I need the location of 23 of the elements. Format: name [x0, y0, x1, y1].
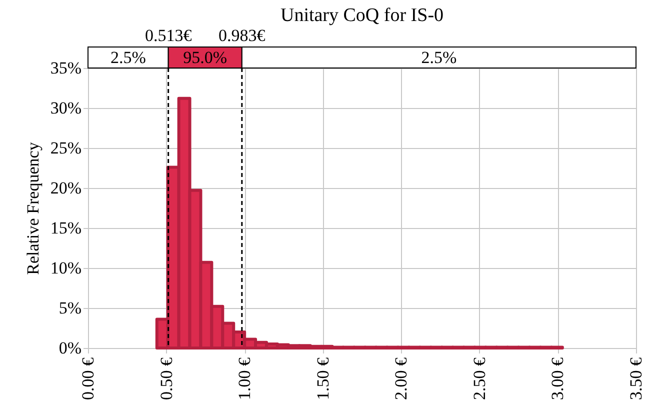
y-tick-label: 0% — [58, 338, 82, 358]
text: 2.5% — [421, 48, 457, 67]
y-tick-label: 30% — [50, 98, 82, 118]
ref-line-label: 0.983€ — [218, 26, 266, 45]
y-tick-label: 5% — [58, 298, 82, 318]
x-tick-label: 2.50 € — [470, 357, 489, 400]
x-tick-label: 1.00 € — [235, 357, 254, 400]
text: 95.0% — [183, 48, 228, 67]
y-tick-label: 15% — [50, 218, 82, 238]
y-axis-title: Relative Frequency — [23, 142, 42, 275]
x-tick-label: 0.50 € — [156, 357, 176, 400]
y-tick-label: 10% — [50, 258, 82, 278]
chart-title: Unitary CoQ for IS-0 — [280, 5, 444, 26]
text: 2.5% — [110, 48, 146, 67]
x-tick-label: 3.50 € — [626, 357, 645, 400]
ref-line-label: 0.513€ — [144, 26, 192, 45]
x-tick-label: 2.00 € — [392, 357, 411, 400]
y-tick-label: 20% — [50, 178, 82, 198]
y-tick-label: 35% — [50, 58, 82, 78]
y-tick-label: 25% — [50, 138, 82, 158]
x-tick-label: 0.00 € — [78, 357, 98, 400]
x-tick-label: 1.50 € — [313, 357, 332, 400]
x-tick-label: 3.00 € — [548, 357, 568, 400]
